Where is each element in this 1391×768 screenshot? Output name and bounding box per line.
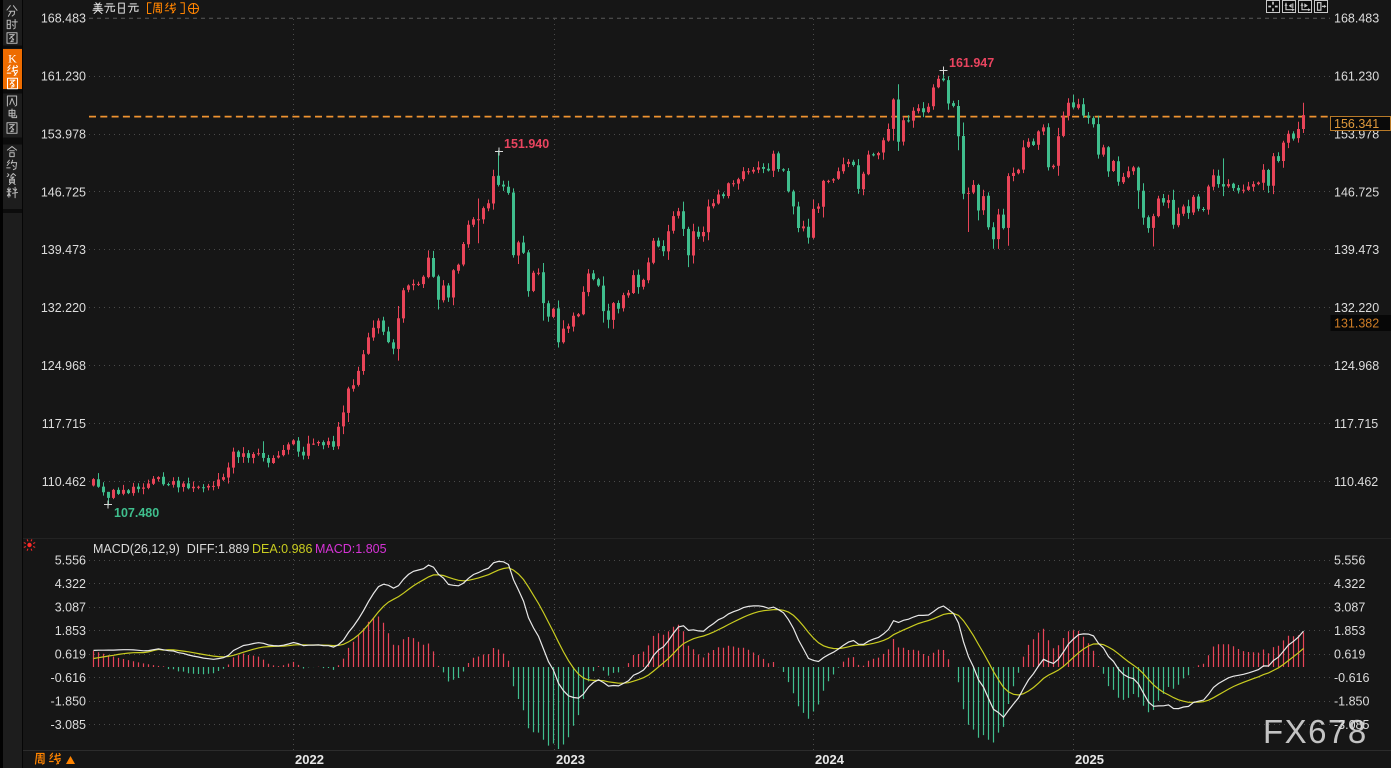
svg-text:107.480: 107.480 xyxy=(114,506,159,520)
svg-text:124.968: 124.968 xyxy=(1334,359,1379,373)
svg-text:2024: 2024 xyxy=(815,752,845,767)
svg-text:117.715: 117.715 xyxy=(1334,417,1378,431)
svg-text:153.978: 153.978 xyxy=(41,127,86,141)
svg-text:4.322: 4.322 xyxy=(55,577,86,591)
svg-text:5.556: 5.556 xyxy=(55,554,86,568)
svg-text:139.473: 139.473 xyxy=(41,243,86,257)
svg-text:146.725: 146.725 xyxy=(41,185,86,199)
svg-text:2022: 2022 xyxy=(295,752,324,767)
svg-text:110.462: 110.462 xyxy=(1334,475,1378,489)
svg-text:168.483: 168.483 xyxy=(1334,12,1379,26)
svg-text:124.968: 124.968 xyxy=(41,359,86,373)
svg-text:DEA:0.986: DEA:0.986 xyxy=(252,542,313,556)
svg-text:-3.085: -3.085 xyxy=(1334,718,1369,732)
svg-text:-0.616: -0.616 xyxy=(1334,671,1369,685)
svg-text:110.462: 110.462 xyxy=(42,475,86,489)
svg-text:168.483: 168.483 xyxy=(41,12,86,26)
svg-text:131.382: 131.382 xyxy=(1334,317,1379,331)
svg-text:-1.850: -1.850 xyxy=(51,695,86,709)
svg-text:2025: 2025 xyxy=(1075,752,1104,767)
svg-text:1.853: 1.853 xyxy=(1334,624,1365,638)
svg-text:MACD(26,12,9) DIFF:1.889: MACD(26,12,9) DIFF:1.889 xyxy=(93,542,249,556)
svg-text:3.087: 3.087 xyxy=(55,601,86,615)
svg-text:3.087: 3.087 xyxy=(1334,601,1365,615)
svg-text:132.220: 132.220 xyxy=(41,301,86,315)
svg-text:-3.085: -3.085 xyxy=(51,718,86,732)
svg-text:146.725: 146.725 xyxy=(1334,185,1379,199)
svg-text:139.473: 139.473 xyxy=(1334,243,1379,257)
svg-text:2023: 2023 xyxy=(556,752,585,767)
svg-text:151.940: 151.940 xyxy=(504,137,549,151)
svg-text:FX678: FX678 xyxy=(1263,713,1368,750)
svg-text:117.715: 117.715 xyxy=(42,417,86,431)
svg-text:132.220: 132.220 xyxy=(1334,301,1379,315)
svg-text:-1.850: -1.850 xyxy=(1334,695,1369,709)
svg-text:161.947: 161.947 xyxy=(949,56,994,70)
svg-text:MACD:1.805: MACD:1.805 xyxy=(315,542,387,556)
svg-text:K: K xyxy=(8,52,17,66)
svg-text:-0.616: -0.616 xyxy=(51,671,86,685)
svg-text:156.341: 156.341 xyxy=(1334,117,1379,131)
svg-text:161.230: 161.230 xyxy=(1334,70,1379,84)
svg-text:1.853: 1.853 xyxy=(55,624,86,638)
svg-text:161.230: 161.230 xyxy=(41,70,86,84)
svg-text:5.556: 5.556 xyxy=(1334,554,1365,568)
svg-text:4.322: 4.322 xyxy=(1334,577,1365,591)
svg-text:0.619: 0.619 xyxy=(55,648,86,662)
svg-text:0.619: 0.619 xyxy=(1334,648,1365,662)
